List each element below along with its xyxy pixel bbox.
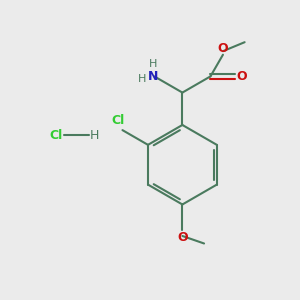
Text: Cl: Cl [49,129,62,142]
Text: O: O [237,70,247,83]
Text: H: H [138,74,146,84]
Text: N: N [148,70,158,83]
Text: H: H [89,129,99,142]
Text: O: O [177,231,188,244]
Text: Cl: Cl [111,114,125,127]
Text: O: O [218,42,228,55]
Text: H: H [149,59,157,69]
